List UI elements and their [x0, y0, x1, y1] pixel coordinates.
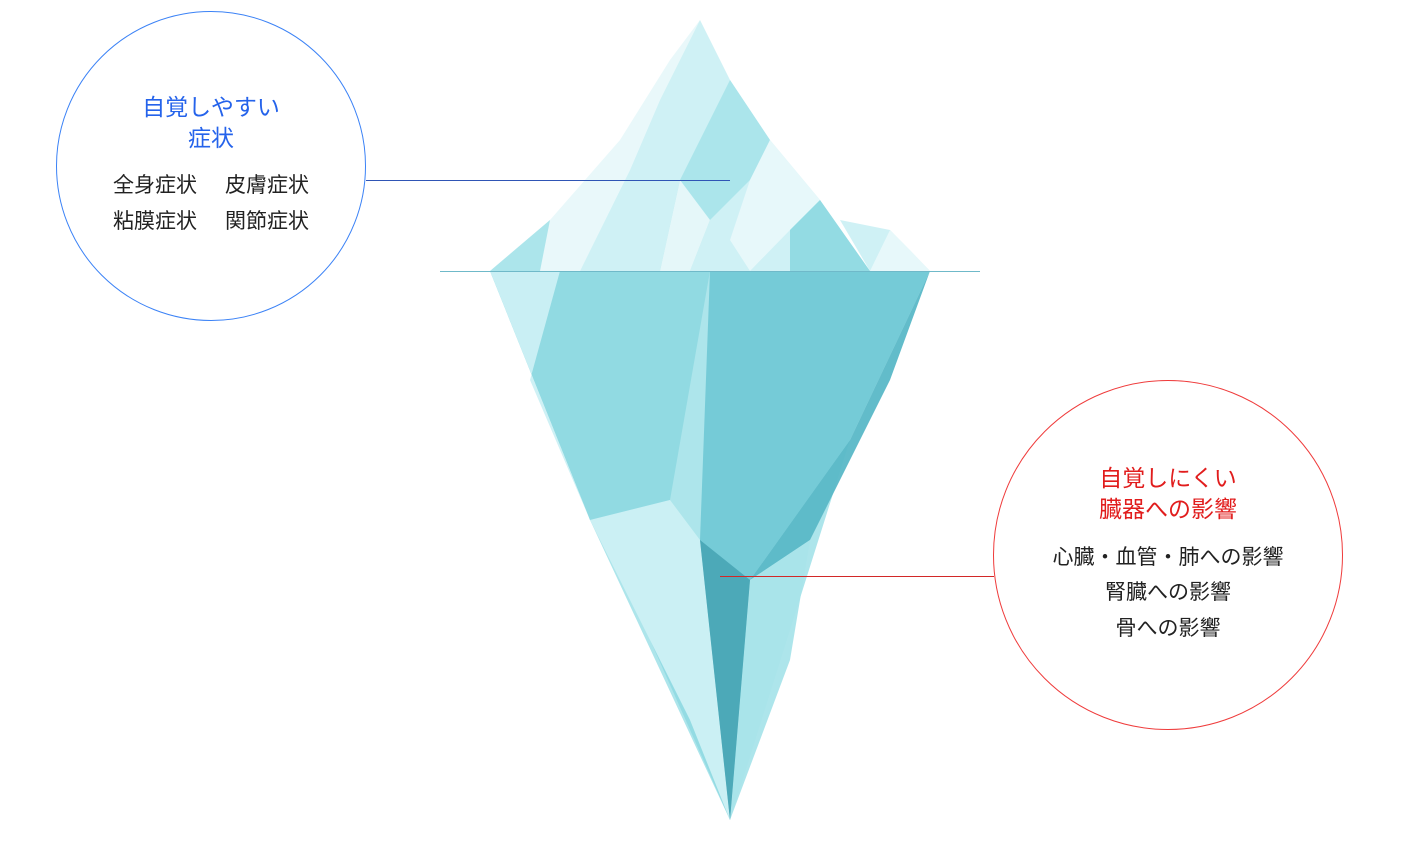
organ-effect-item: 心臓・血管・肺への影響: [1053, 540, 1284, 576]
bubble-top-title-line1: 自覚しやすい: [142, 94, 280, 120]
bubble-top-body: 全身症状 粘膜症状 皮膚症状 関節症状: [113, 168, 309, 239]
bubble-hard-organ-effects: 自覚しにくい 臓器への影響 心臓・血管・肺への影響 腎臓への影響 骨への影響: [993, 380, 1343, 730]
bubble-top-title-line2: 症状: [188, 125, 234, 151]
waterline: [440, 271, 980, 272]
symptom-item: 関節症状: [225, 204, 309, 240]
bubble-top-col2: 皮膚症状 関節症状: [225, 168, 309, 239]
bubble-easy-symptoms: 自覚しやすい 症状 全身症状 粘膜症状 皮膚症状 関節症状: [56, 11, 366, 321]
leader-line-bottom: [720, 576, 994, 577]
bubble-top-col1: 全身症状 粘膜症状: [113, 168, 197, 239]
symptom-item: 粘膜症状: [113, 204, 197, 240]
bubble-bottom-title-line2: 臓器への影響: [1099, 496, 1237, 522]
organ-effect-item: 腎臓への影響: [1053, 575, 1284, 611]
bubble-bottom-title: 自覚しにくい 臓器への影響: [1099, 463, 1237, 525]
symptom-item: 皮膚症状: [225, 168, 309, 204]
symptom-item: 全身症状: [113, 168, 197, 204]
bubble-bottom-title-line1: 自覚しにくい: [1099, 465, 1237, 491]
diagram-stage: 自覚しやすい 症状 全身症状 粘膜症状 皮膚症状 関節症状 自覚しにくい 臓器へ…: [0, 0, 1404, 866]
iceberg-illustration: [430, 20, 990, 860]
leader-line-top: [366, 180, 730, 181]
bubble-top-title: 自覚しやすい 症状: [142, 92, 280, 154]
organ-effect-item: 骨への影響: [1053, 611, 1284, 647]
bubble-bottom-body: 心臓・血管・肺への影響 腎臓への影響 骨への影響: [1053, 540, 1284, 647]
